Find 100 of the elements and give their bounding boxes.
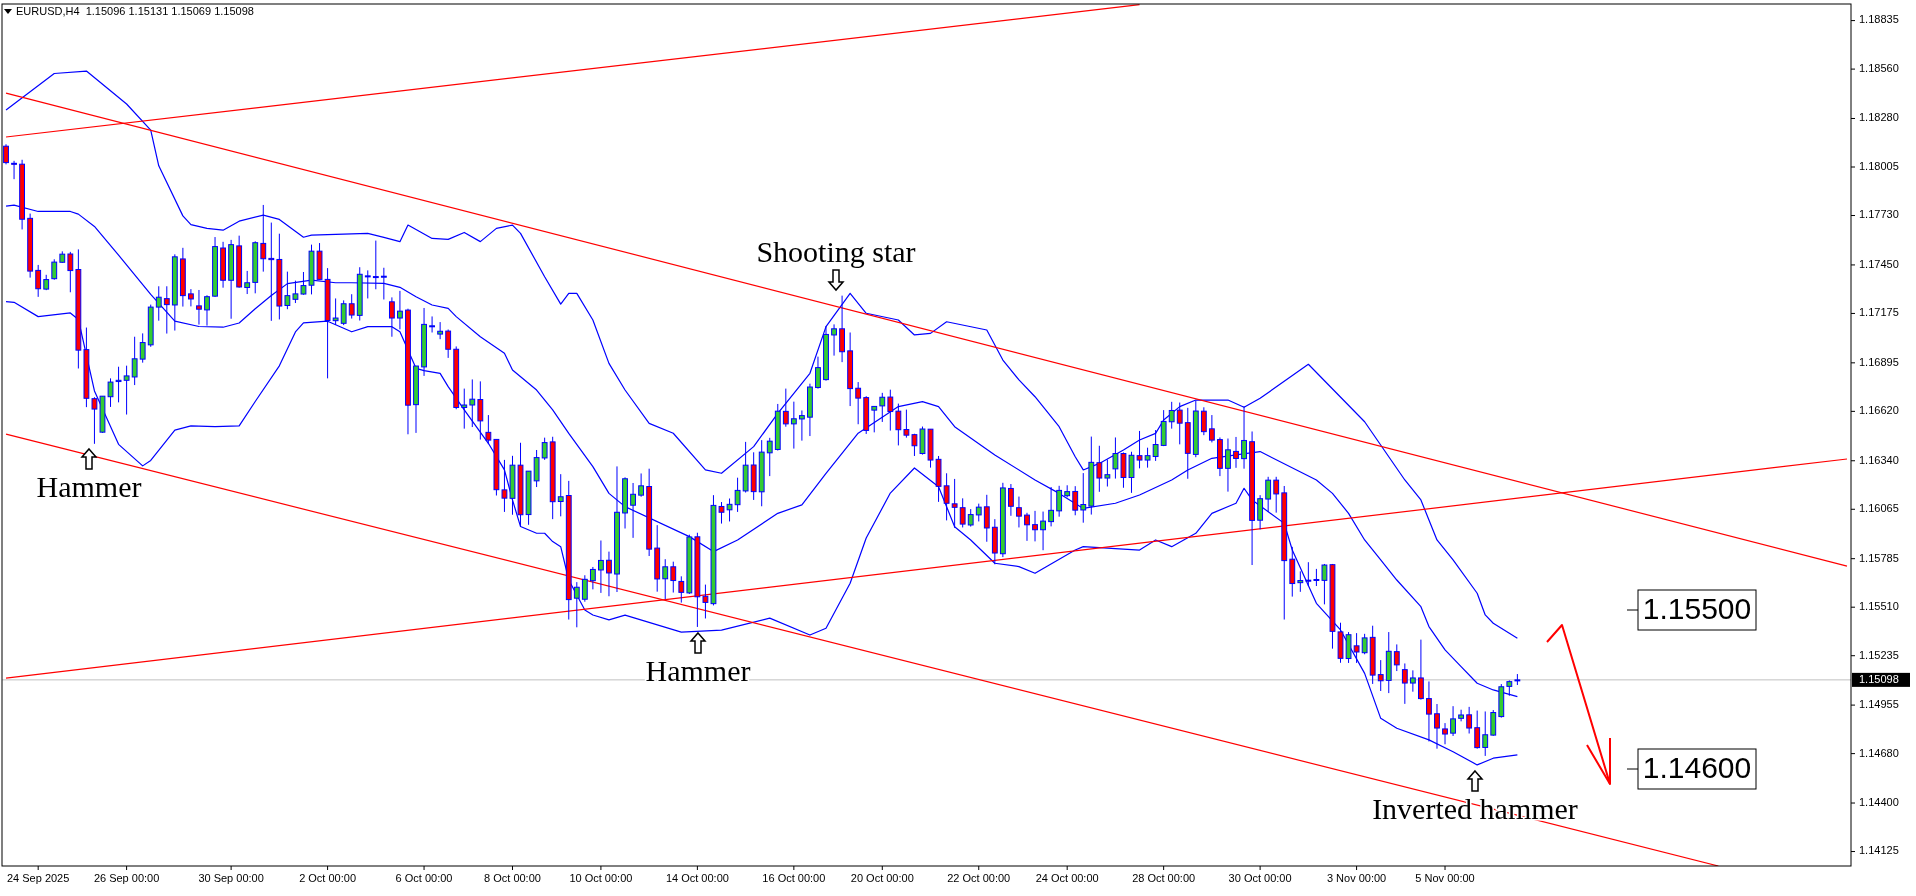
x-tick-label: 26 Sep 00:00	[93, 872, 160, 884]
candlestick	[815, 356, 821, 390]
candlestick	[1104, 459, 1111, 488]
candlestick	[397, 290, 403, 330]
candlestick	[1160, 409, 1167, 447]
x-tick-label: 2 Oct 00:00	[299, 872, 357, 884]
candlestick	[598, 540, 604, 594]
y-tick-label: 1.14125	[1859, 844, 1899, 857]
candlestick	[188, 288, 194, 307]
x-tick-label: 22 Oct 00:00	[947, 872, 1011, 884]
candlestick	[1466, 706, 1473, 735]
y-tick-label: 1.17450	[1859, 257, 1899, 270]
candlestick	[1490, 709, 1497, 737]
candlestick	[1450, 705, 1456, 737]
candlestick	[292, 280, 299, 304]
y-tick-label: 1.15235	[1859, 648, 1899, 661]
candlestick	[943, 472, 950, 521]
candlestick	[1233, 436, 1239, 469]
candlestick	[35, 264, 42, 298]
candlestick	[260, 204, 267, 273]
x-tick-label: 30 Sep 00:00	[198, 872, 264, 884]
candlestick	[445, 329, 452, 359]
candlestick	[1225, 438, 1231, 493]
candlestick	[469, 378, 476, 428]
x-tick-label: 8 Oct 00:00	[484, 872, 541, 884]
candlestick	[541, 437, 548, 461]
annotation: 1.15500	[1642, 591, 1752, 625]
candlestick	[1096, 445, 1103, 493]
y-tick-label: 1.18280	[1859, 111, 1899, 124]
y-tick-label: 1.18835	[1859, 13, 1899, 26]
candlestick	[887, 389, 894, 432]
candlestick	[3, 143, 9, 165]
y-tick-label: 1.14680	[1859, 746, 1899, 759]
x-tick-label: 28 Oct 00:00	[1132, 872, 1196, 884]
candlestick	[1265, 476, 1272, 513]
candlestick	[702, 584, 709, 619]
candlestick	[855, 381, 862, 425]
annotation: Inverted hammer	[1372, 792, 1578, 825]
candlestick	[1016, 496, 1022, 528]
candlestick	[1048, 486, 1055, 527]
candlestick	[1032, 510, 1038, 542]
candlestick	[903, 409, 910, 439]
candlestick	[638, 472, 645, 498]
candlestick	[1200, 406, 1207, 436]
candlestick	[67, 251, 74, 293]
candlestick	[879, 392, 886, 423]
annotation: Hammer	[36, 470, 142, 503]
candlestick	[895, 403, 902, 446]
candlestick	[196, 289, 202, 326]
candlestick	[461, 388, 468, 430]
candlestick	[959, 497, 966, 528]
candlestick	[1442, 722, 1448, 745]
candlestick	[1458, 709, 1465, 722]
y-tick-label: 1.16340	[1859, 453, 1899, 466]
candlestick	[606, 551, 612, 597]
candlestick	[790, 401, 797, 450]
candlestick	[1482, 710, 1489, 757]
candlestick	[1409, 669, 1416, 693]
y-tick-label: 1.15785	[1859, 551, 1899, 564]
x-tick-label: 10 Oct 00:00	[569, 872, 633, 884]
candlestick	[1168, 401, 1175, 430]
annotation: Shooting star	[756, 235, 916, 268]
candlestick	[662, 558, 669, 600]
candlestick	[1176, 402, 1183, 445]
candlestick	[1321, 563, 1328, 605]
candlestick	[589, 566, 596, 590]
y-tick-label: 1.16620	[1859, 404, 1899, 417]
candlestick	[1040, 511, 1046, 551]
y-tick-label: 1.17175	[1859, 306, 1899, 319]
candlestick	[871, 405, 878, 433]
candlestick	[372, 240, 379, 290]
candlestick	[340, 299, 347, 326]
candlestick	[131, 336, 138, 386]
candlestick	[831, 323, 837, 357]
candlestick	[678, 575, 685, 604]
y-tick-label: 1.14400	[1859, 795, 1899, 808]
y-tick-label: 1.16065	[1859, 502, 1899, 515]
annotation: Hammer	[645, 654, 751, 687]
candlestick	[284, 271, 291, 310]
candlestick	[139, 332, 146, 364]
y-tick-label: 1.18005	[1859, 159, 1899, 172]
candlestick	[1024, 512, 1030, 542]
candlestick	[1434, 703, 1440, 750]
x-tick-label: 24 Oct 00:00	[1035, 872, 1099, 884]
candlestick	[1152, 429, 1159, 462]
x-tick-label: 30 Oct 00:00	[1228, 872, 1292, 884]
y-tick-label: 1.17730	[1859, 208, 1899, 221]
candlestick	[533, 449, 540, 488]
candlestick	[1208, 414, 1215, 443]
candlestick	[11, 160, 17, 180]
x-tick-label: 20 Oct 00:00	[850, 872, 914, 884]
candlestick	[983, 494, 990, 543]
candlestick	[1297, 570, 1304, 593]
ref-line-label: 1.15098	[1859, 672, 1899, 685]
candlestick	[364, 269, 371, 299]
y-tick-label: 1.16895	[1859, 355, 1899, 368]
candlestick	[630, 482, 636, 539]
y-tick-label: 1.18560	[1859, 62, 1899, 75]
candlestick	[839, 295, 845, 363]
candlestick	[670, 561, 677, 594]
